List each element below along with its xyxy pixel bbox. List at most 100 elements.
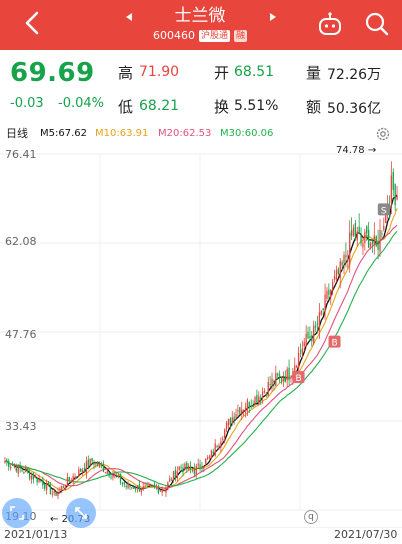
candle-body: [242, 409, 245, 411]
candle-body: [142, 486, 144, 490]
candle-body: [11, 464, 14, 466]
back-icon[interactable]: [18, 8, 48, 38]
candle-body: [341, 262, 343, 266]
candle-body: [201, 466, 203, 469]
candle-body: [28, 473, 31, 479]
y-tick-label: 76.41: [5, 148, 37, 161]
connect-badge: 沪股通: [198, 30, 230, 42]
candle-body: [27, 469, 29, 472]
ma30-value: M30:60.06: [220, 128, 274, 139]
candle-body: [119, 473, 122, 483]
y-tick-label: 47.76: [5, 328, 37, 341]
candle-body: [343, 254, 345, 263]
candle-body: [260, 397, 262, 399]
candle-body: [271, 378, 273, 386]
candle-body: [314, 325, 317, 328]
prev-stock-icon[interactable]: [124, 12, 134, 22]
candle-body: [121, 483, 124, 485]
resize-icon: [75, 507, 87, 519]
candle-body: [250, 405, 252, 407]
candle-body: [216, 445, 218, 448]
candle-body: [288, 367, 290, 381]
sell-marker: S: [377, 203, 390, 216]
candle-body: [76, 476, 78, 478]
candle-body: [4, 461, 6, 463]
candle-body: [206, 457, 209, 460]
candle-body: [34, 476, 36, 478]
candle-body: [80, 468, 82, 472]
candle-body: [108, 472, 110, 476]
ma5-value: M5:67.62: [40, 128, 87, 139]
candle-body: [136, 485, 139, 489]
candle-body: [42, 479, 44, 486]
candle-body: [47, 482, 50, 485]
candle-body: [277, 373, 279, 376]
candle-body: [299, 350, 302, 352]
amount-label: 额: [306, 98, 322, 116]
candle-body: [269, 384, 271, 386]
trade-markers: S B B: [292, 203, 390, 384]
candle-body: [188, 465, 190, 470]
candle-body: [100, 464, 103, 466]
candle-body: [354, 223, 357, 237]
candle-body: [258, 396, 260, 405]
candle-body: [161, 490, 163, 493]
settings-gear-icon[interactable]: [374, 125, 392, 143]
candle-body: [148, 485, 150, 487]
candle-body: [220, 441, 222, 448]
kline-chart[interactable]: S B B: [0, 144, 402, 528]
candle-body: [114, 474, 116, 477]
info-icon[interactable]: q: [304, 510, 318, 524]
candle-body: [210, 450, 213, 458]
search-icon[interactable]: [364, 11, 390, 37]
period-label[interactable]: 日线: [6, 127, 28, 140]
quote-panel: 69.69 -0.03 -0.04% 高 71.90 低 68.21 开 68.…: [0, 50, 402, 120]
candle-body: [199, 464, 201, 468]
candle-body: [25, 469, 27, 473]
candle-body: [150, 485, 152, 487]
candle-body: [87, 459, 89, 467]
zoom-button[interactable]: [66, 498, 96, 528]
candle-body: [203, 465, 205, 469]
candle-body: [328, 289, 330, 295]
candle-body: [295, 366, 298, 368]
candle-body: [83, 467, 86, 472]
low-value: 68.21: [139, 98, 180, 114]
candle-body: [8, 460, 10, 467]
next-stock-icon[interactable]: [268, 12, 278, 22]
low-label: 低: [118, 98, 134, 116]
candle-body: [70, 480, 72, 482]
candle-body: [165, 487, 167, 493]
candle-body: [254, 397, 256, 406]
turnover-label: 换: [214, 98, 230, 116]
candle-body: [45, 483, 48, 491]
candle-body: [104, 472, 107, 474]
candle-body: [309, 335, 311, 339]
candlesticks: [4, 161, 398, 500]
candle-body: [159, 490, 161, 492]
candle-body: [227, 419, 230, 426]
fullscreen-button[interactable]: [2, 498, 32, 528]
candle-body: [205, 458, 207, 464]
candle-body: [246, 399, 249, 411]
candle-body: [30, 475, 33, 480]
candle-body: [337, 269, 339, 275]
moving-average-lines: [4, 194, 398, 495]
candle-body: [146, 484, 148, 486]
candle-body: [68, 477, 71, 481]
candle-body: [225, 422, 228, 430]
candle-body: [172, 471, 175, 481]
candle-body: [358, 226, 360, 234]
candle-body: [330, 289, 332, 298]
candle-body: [229, 418, 232, 425]
candle-body: [91, 458, 93, 462]
candle-body: [95, 462, 97, 465]
candle-body: [74, 476, 76, 478]
candle-body: [369, 243, 372, 247]
ma20-value: M20:62.53: [158, 128, 212, 139]
candle-body: [375, 236, 377, 247]
open-label: 开: [214, 64, 230, 82]
robot-icon[interactable]: [316, 11, 344, 39]
candle-body: [339, 261, 341, 278]
y-tick-label: 33.43: [5, 420, 37, 433]
